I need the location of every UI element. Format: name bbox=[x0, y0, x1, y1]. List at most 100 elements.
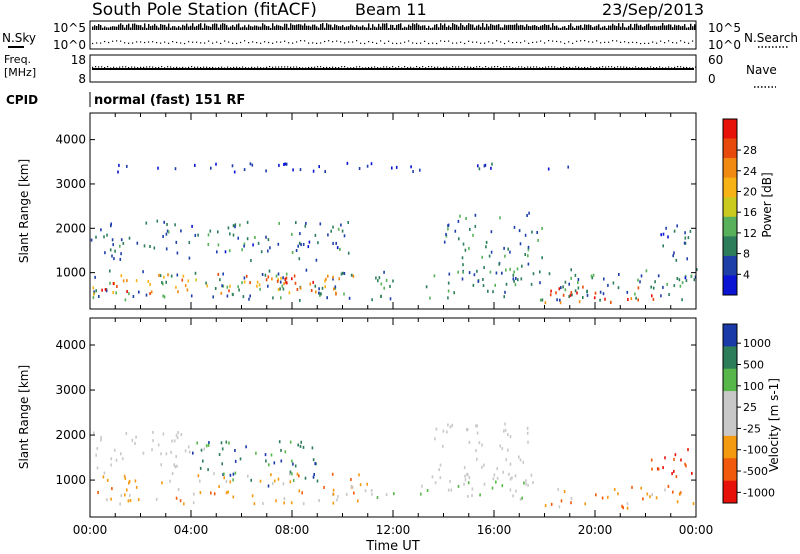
sky-noise-mark bbox=[466, 25, 468, 30]
heatmap-cell bbox=[214, 287, 217, 290]
search-noise-mark bbox=[596, 40, 598, 42]
sky-noise-mark bbox=[308, 25, 310, 30]
heatmap-cell bbox=[519, 458, 522, 462]
heatmap-cell bbox=[467, 472, 469, 476]
nave-mark bbox=[212, 66, 214, 69]
nave-mark bbox=[542, 67, 544, 69]
heatmap-cell bbox=[626, 506, 629, 510]
heatmap-cell bbox=[667, 484, 670, 488]
colorbar-frame bbox=[722, 323, 738, 504]
search-noise-mark bbox=[180, 42, 182, 44]
nave-mark bbox=[671, 67, 673, 69]
heatmap-cell bbox=[132, 295, 135, 298]
search-noise-mark bbox=[440, 40, 442, 42]
heatmap-cell bbox=[680, 458, 682, 462]
heatmap-cell bbox=[106, 478, 109, 482]
sky-noise-mark bbox=[402, 27, 404, 30]
sky-noise-mark bbox=[692, 26, 694, 30]
heatmap-cell bbox=[671, 472, 673, 476]
heatmap-cell bbox=[559, 298, 561, 302]
search-noise-mark bbox=[444, 40, 446, 42]
freq-marks bbox=[92, 66, 697, 70]
nsky-tick-bottom: 10^0 bbox=[53, 38, 86, 52]
sky-noise-mark bbox=[678, 24, 680, 30]
heatmap-cell bbox=[563, 490, 566, 493]
heatmap-cell bbox=[177, 431, 179, 435]
heatmap-cell bbox=[494, 283, 496, 287]
sky-noise-mark bbox=[428, 25, 430, 30]
sky-noise-mark bbox=[296, 24, 298, 30]
colorbar-tick-label: 24 bbox=[743, 165, 757, 178]
y-tick-label: 1000 bbox=[55, 473, 86, 487]
heatmap-cell bbox=[621, 504, 623, 508]
sky-noise-mark bbox=[460, 23, 462, 30]
heatmap-cell bbox=[477, 164, 479, 168]
time-axis-label: Time UT bbox=[365, 539, 419, 554]
search-noise-mark bbox=[96, 42, 98, 44]
search-noise-mark bbox=[248, 42, 250, 44]
heatmap-cell bbox=[570, 291, 573, 294]
heatmap-cell bbox=[304, 224, 307, 228]
heatmap-cell bbox=[463, 466, 466, 470]
sky-noise-mark bbox=[192, 23, 194, 30]
sky-noise-mark bbox=[372, 24, 374, 30]
sky-noise-mark bbox=[584, 24, 586, 30]
nave-mark bbox=[458, 66, 460, 68]
heatmap-cell bbox=[283, 282, 285, 286]
heatmap-cell bbox=[655, 496, 658, 500]
colorbar-tick-label: 20 bbox=[743, 185, 757, 198]
heatmap-cell bbox=[591, 276, 594, 280]
heatmap-cell bbox=[442, 444, 444, 448]
heatmap-cell bbox=[673, 284, 676, 288]
heatmap-cell bbox=[100, 228, 102, 232]
heatmap-cell bbox=[607, 495, 609, 499]
search-noise-mark bbox=[508, 40, 510, 42]
sky-noise-mark bbox=[490, 23, 492, 30]
heatmap-cell bbox=[180, 433, 183, 436]
heatmap-cell bbox=[509, 488, 512, 492]
heatmap-cell bbox=[221, 462, 223, 466]
nave-mark bbox=[650, 66, 652, 68]
search-noise-mark bbox=[160, 42, 162, 44]
heatmap-cell bbox=[100, 435, 102, 439]
heatmap-cell bbox=[501, 447, 504, 451]
sky-noise-mark bbox=[324, 27, 326, 30]
colorbar-swatch bbox=[723, 435, 737, 459]
heatmap-cell bbox=[341, 271, 344, 275]
sky-noise-mark bbox=[574, 27, 576, 30]
heatmap-cell bbox=[257, 241, 260, 245]
search-noise-mark bbox=[172, 41, 174, 43]
heatmap-cell bbox=[188, 450, 191, 454]
sky-noise-mark bbox=[316, 26, 318, 30]
heatmap-cell bbox=[291, 251, 294, 254]
colorbar-swatch bbox=[723, 255, 737, 276]
sky-noise-mark bbox=[660, 25, 662, 30]
heatmap-cell bbox=[282, 287, 285, 291]
heatmap-cell bbox=[673, 469, 675, 473]
y-tick-label: 3000 bbox=[55, 383, 86, 397]
heatmap-cell bbox=[156, 219, 159, 223]
heatmap-cell bbox=[106, 233, 108, 237]
sky-noise-mark bbox=[694, 24, 696, 30]
heatmap-cell bbox=[200, 448, 203, 452]
heatmap-cell bbox=[302, 502, 305, 506]
heatmap-cell bbox=[324, 170, 326, 173]
search-noise-mark bbox=[592, 41, 594, 43]
search-noise-mark bbox=[472, 41, 474, 43]
heatmap-cell bbox=[578, 300, 581, 304]
heatmap-cell bbox=[120, 238, 123, 242]
heatmap-cell bbox=[549, 293, 552, 297]
sky-noise-mark bbox=[416, 23, 418, 30]
heatmap-cell bbox=[617, 492, 619, 496]
search-noise-mark bbox=[184, 42, 186, 45]
search-noise-mark bbox=[360, 42, 362, 44]
sky-noise-mark bbox=[486, 23, 488, 30]
search-noise-mark bbox=[516, 41, 518, 43]
search-noise-mark bbox=[336, 40, 338, 42]
heatmap-cell bbox=[525, 482, 527, 486]
sky-noise-mark bbox=[600, 27, 602, 30]
sky-noise-mark bbox=[554, 25, 556, 30]
heatmap-cell bbox=[159, 274, 162, 278]
heatmap-cell bbox=[353, 491, 355, 495]
nave-mark bbox=[362, 67, 364, 69]
